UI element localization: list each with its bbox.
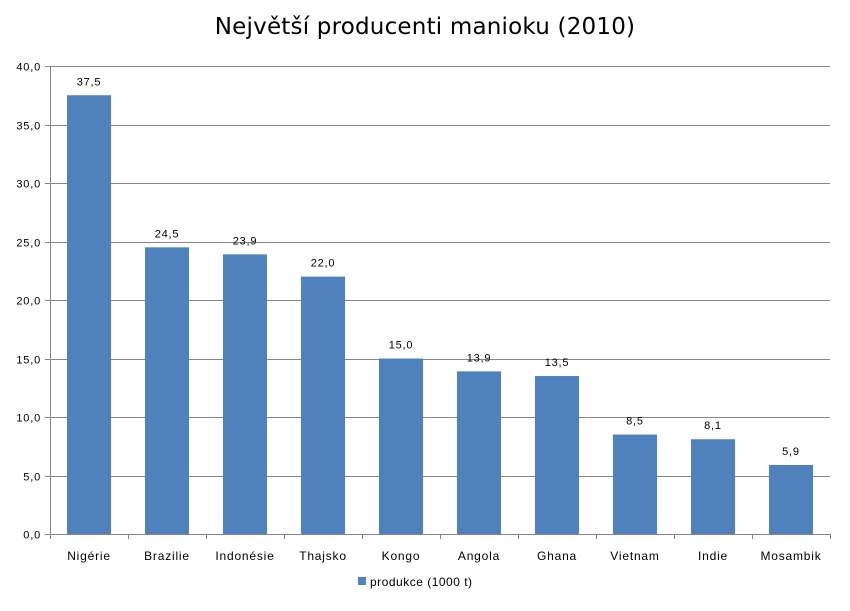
legend-label: produkce (1000 t) [370,575,473,589]
y-tick-label: 35,0 [16,121,41,133]
data-label: 15,0 [389,340,414,352]
bar [612,434,658,534]
data-label: 22,0 [311,258,336,270]
x-category-label: Mosambik [760,549,821,563]
x-category-label: Indie [698,549,728,563]
bar [300,276,346,534]
x-category-label: Angola [458,549,500,563]
data-label: 37,5 [77,76,102,88]
data-label: 23,9 [233,235,258,247]
bar [378,358,424,534]
x-category-label: Ghana [537,549,577,563]
y-tick-label: 30,0 [16,179,41,191]
legend: produkce (1000 t) [358,575,473,589]
x-category-label: Brazilie [144,549,190,563]
data-labels: 37,5 24,5 23,9 22,0 15,0 13,9 13,5 8,5 8,1 5,9 [77,76,800,458]
data-label: 13,5 [545,357,570,369]
y-tick-label: 40,0 [16,62,41,74]
legend-swatch [358,577,366,585]
y-tick-label: 5,0 [23,472,41,484]
y-axis-ticks: 0,0 5,0 10,0 15,0 20,0 25,0 30,0 35,0 40,0 [16,62,41,542]
y-tick-label: 25,0 [16,238,41,250]
bar [768,464,814,534]
y-tick-label: 20,0 [16,296,41,308]
x-axis-categories: Nigérie Brazilie Indonésie Thajsko Kongo Ango… [67,549,821,563]
chart-title: Největší producenti manioku (2010) [214,14,636,40]
bar [222,254,268,534]
x-category-label: Indonésie [215,549,274,563]
x-category-label: Vietnam [610,549,659,563]
x-category-label: Thajsko [299,549,347,563]
bar [534,376,580,534]
data-label: 24,5 [155,228,180,240]
data-label: 8,5 [626,416,644,428]
bar [66,95,112,534]
bar [456,371,502,534]
y-tick-label: 0,0 [23,530,41,542]
data-label: 13,9 [467,352,492,364]
x-category-label: Kongo [382,549,421,563]
y-tick-label: 10,0 [16,413,41,425]
bar [690,439,736,534]
x-category-label: Nigérie [67,549,111,563]
bar [144,247,190,534]
y-tick-label: 15,0 [16,355,41,367]
bars [66,95,814,534]
data-label: 8,1 [704,420,722,432]
data-label: 5,9 [782,446,800,458]
